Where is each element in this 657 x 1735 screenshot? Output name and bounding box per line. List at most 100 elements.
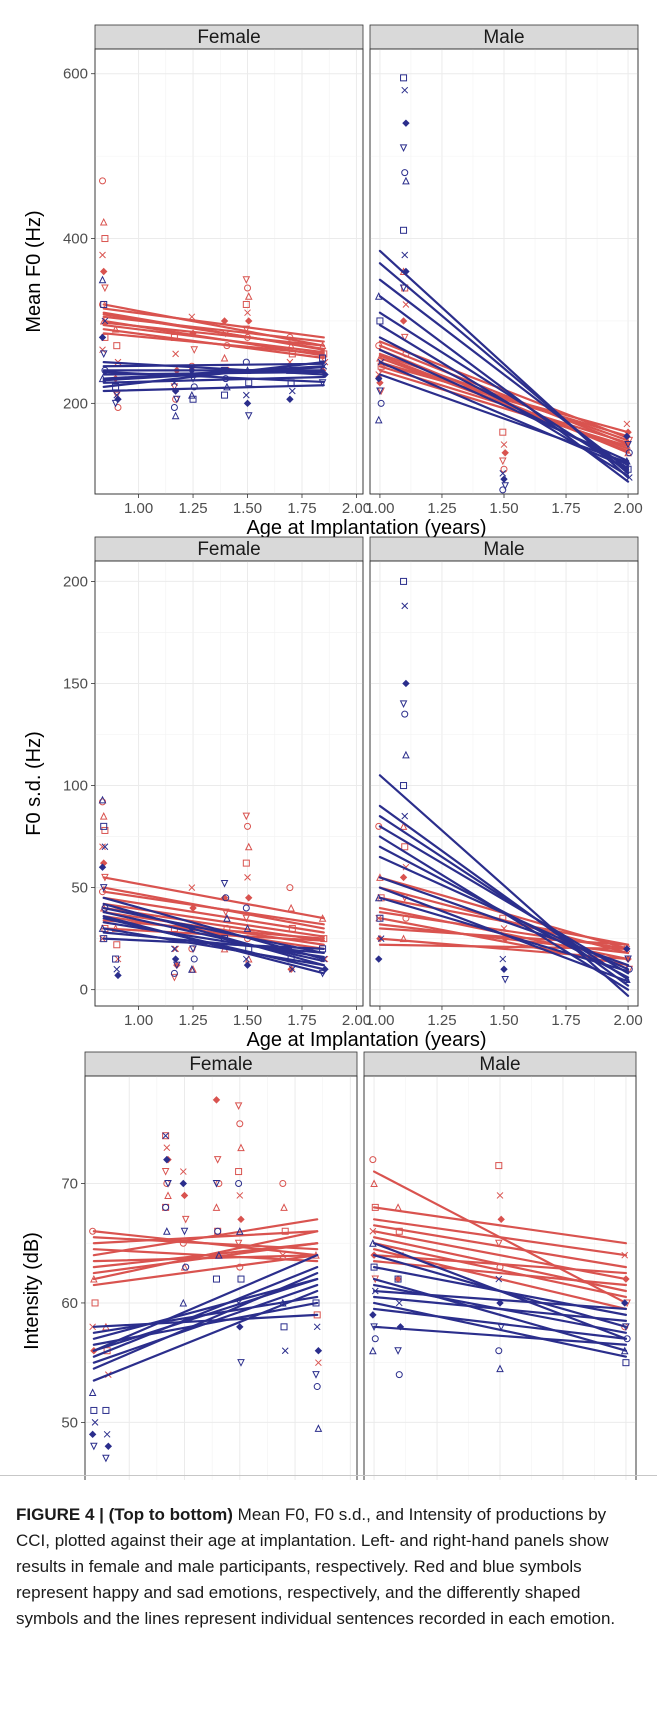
- y-tick-label: 150: [63, 675, 88, 692]
- data-point: [242, 300, 250, 308]
- regression-line: [372, 1325, 628, 1346]
- data-point: [244, 292, 253, 300]
- data-point: [401, 86, 409, 94]
- x-tick-label: 1.00: [365, 1012, 394, 1029]
- x-tick-label: 2.00: [613, 1012, 642, 1029]
- data-point: [402, 119, 410, 127]
- facet-label: Female: [197, 539, 260, 560]
- data-point: [500, 441, 508, 448]
- data-point: [102, 1406, 110, 1414]
- regression-line: [92, 1313, 319, 1328]
- data-point: [236, 1192, 244, 1199]
- data-point: [188, 884, 196, 891]
- data-point: [501, 482, 510, 490]
- data-point: [102, 1454, 110, 1463]
- data-point: [499, 470, 507, 477]
- data-point: [113, 965, 121, 973]
- y-tick-label: 200: [63, 395, 88, 412]
- data-point: [501, 975, 510, 984]
- data-point: [89, 1323, 96, 1331]
- regression-line: [102, 384, 325, 393]
- data-point: [99, 251, 106, 259]
- regression-line: [378, 815, 630, 981]
- facet-label: Female: [197, 27, 260, 48]
- data-point: [98, 333, 107, 342]
- data-point: [244, 412, 253, 420]
- x-tick-label: 2.00: [342, 1012, 371, 1029]
- regression-line: [102, 332, 325, 356]
- data-point: [98, 863, 107, 871]
- y-tick-label: 70: [61, 1176, 78, 1193]
- data-point: [101, 284, 109, 293]
- regression-line: [378, 825, 630, 975]
- x-tick-label: 1.75: [551, 1012, 580, 1029]
- data-point: [171, 945, 178, 953]
- data-point: [286, 395, 294, 403]
- data-point: [314, 1347, 323, 1355]
- data-point: [99, 843, 106, 851]
- data-point: [497, 1215, 505, 1224]
- data-point: [182, 1263, 190, 1271]
- regression-line: [102, 911, 325, 963]
- data-point: [400, 577, 408, 585]
- regression-line: [378, 927, 630, 946]
- y-tick-label: 400: [63, 231, 88, 248]
- data-point: [369, 1346, 377, 1355]
- data-point: [91, 1419, 99, 1426]
- data-point: [399, 144, 408, 153]
- panel-border: [84, 1075, 358, 1480]
- regression-line: [378, 917, 630, 967]
- data-point: [400, 226, 408, 234]
- data-point: [395, 1227, 403, 1235]
- data-point: [623, 432, 631, 441]
- data-point: [498, 457, 507, 466]
- data-point: [375, 371, 383, 378]
- data-point: [286, 884, 294, 892]
- y-axis-title: F0 s.d. (Hz): [23, 731, 45, 835]
- panel-border: [94, 48, 364, 495]
- data-point: [190, 346, 199, 354]
- data-point: [495, 1275, 503, 1283]
- y-tick-label: 600: [63, 66, 88, 83]
- data-point: [376, 317, 384, 325]
- data-point: [162, 1132, 169, 1140]
- data-point: [245, 894, 253, 902]
- facet-strip: [369, 24, 639, 50]
- regression-line: [378, 362, 630, 434]
- x-tick-label: 1.50: [233, 500, 262, 517]
- data-point: [242, 955, 250, 963]
- data-point: [215, 1251, 223, 1259]
- regression-line: [102, 321, 325, 347]
- data-point: [179, 1298, 188, 1307]
- data-point: [315, 1359, 322, 1367]
- data-point: [101, 235, 109, 243]
- regression-line: [102, 915, 325, 950]
- regression-line: [372, 1307, 628, 1340]
- data-point: [399, 317, 408, 325]
- data-point: [114, 955, 122, 963]
- data-point: [190, 383, 198, 391]
- data-point: [189, 395, 197, 403]
- x-tick-label: 1.75: [287, 500, 316, 517]
- regression-line: [102, 370, 325, 384]
- x-tick-label: 2.00: [613, 500, 642, 517]
- series-sad: [374, 74, 633, 494]
- regression-line: [102, 890, 325, 926]
- data-point: [312, 1371, 320, 1379]
- data-point: [377, 935, 385, 942]
- regression-line: [102, 876, 325, 920]
- data-point: [499, 486, 507, 494]
- regression-line: [102, 307, 325, 339]
- data-point: [499, 955, 507, 963]
- regression-line: [378, 354, 630, 453]
- data-point: [244, 309, 251, 317]
- regression-line: [102, 927, 325, 967]
- data-point: [88, 1430, 97, 1439]
- data-point: [99, 346, 106, 354]
- data-point: [243, 961, 252, 969]
- data-point: [100, 822, 108, 830]
- data-point: [173, 395, 181, 404]
- data-point: [170, 383, 179, 391]
- x-tick-label: 1.50: [233, 1012, 262, 1029]
